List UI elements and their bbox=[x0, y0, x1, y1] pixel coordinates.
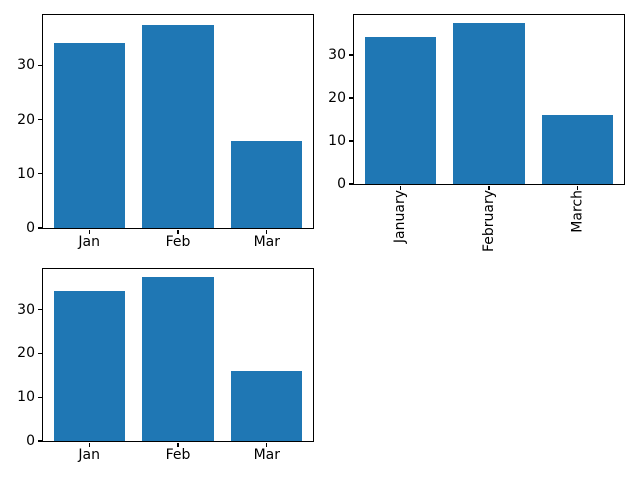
x-tick bbox=[88, 442, 90, 447]
y-tick bbox=[348, 140, 353, 142]
y-tick-label: 30 bbox=[17, 57, 35, 74]
y-tick bbox=[37, 352, 42, 355]
bar-march bbox=[542, 114, 614, 184]
bar-mar bbox=[231, 140, 303, 228]
y-tick bbox=[37, 173, 42, 175]
x-tick-label: March bbox=[569, 190, 586, 233]
y-tick bbox=[37, 396, 42, 398]
x-tick-label: Mar bbox=[253, 234, 281, 250]
bar-jan bbox=[53, 42, 125, 228]
y-tick-label: 10 bbox=[17, 165, 35, 182]
x-tick-label: Mar bbox=[253, 447, 281, 463]
x-tick bbox=[88, 229, 90, 234]
x-tick bbox=[177, 442, 179, 447]
x-tick-label: Feb bbox=[165, 447, 191, 463]
x-tick bbox=[266, 442, 268, 447]
x-tick bbox=[399, 185, 401, 190]
y-tick bbox=[37, 309, 42, 311]
y-tick bbox=[348, 97, 353, 99]
y-tick-label: 10 bbox=[17, 389, 35, 406]
x-tick-label: Feb bbox=[165, 234, 191, 250]
y-tick-label: 0 bbox=[337, 176, 346, 192]
bar-chart-top-right-rotated-labels: January February March 0 10 20 30 bbox=[328, 14, 625, 252]
bar-february bbox=[453, 23, 525, 184]
y-tick bbox=[37, 119, 42, 121]
y-tick-label: 20 bbox=[17, 345, 35, 362]
bar-mar bbox=[231, 370, 303, 441]
x-tick-label: February bbox=[481, 190, 497, 253]
y-tick-label: 20 bbox=[328, 89, 346, 106]
y-tick bbox=[37, 64, 42, 66]
bar-chart-top-left: Jan Feb Mar 0 10 20 30 bbox=[17, 14, 314, 250]
x-tick bbox=[488, 185, 490, 190]
y-tick-label: 30 bbox=[328, 46, 346, 63]
x-tick bbox=[177, 229, 179, 234]
y-tick bbox=[37, 440, 42, 442]
x-tick-label: Jan bbox=[78, 447, 100, 463]
bar-jan bbox=[53, 291, 125, 441]
bar-feb bbox=[142, 277, 214, 441]
y-tick-label: 20 bbox=[17, 111, 35, 128]
x-tick-label: January bbox=[392, 190, 409, 244]
bar-feb bbox=[142, 25, 214, 228]
y-tick-label: 0 bbox=[26, 220, 35, 236]
x-tick-label: Jan bbox=[78, 234, 100, 250]
y-tick-label: 10 bbox=[328, 132, 346, 149]
x-tick bbox=[577, 185, 579, 190]
y-tick bbox=[348, 183, 353, 185]
x-tick bbox=[266, 229, 268, 234]
bar-january bbox=[364, 36, 436, 184]
y-tick-label: 0 bbox=[26, 433, 35, 449]
bar-chart-bottom-left: Jan Feb Mar 0 10 20 30 bbox=[17, 268, 314, 463]
y-tick bbox=[37, 227, 42, 229]
y-tick bbox=[348, 54, 353, 56]
y-tick-label: 30 bbox=[17, 301, 35, 318]
